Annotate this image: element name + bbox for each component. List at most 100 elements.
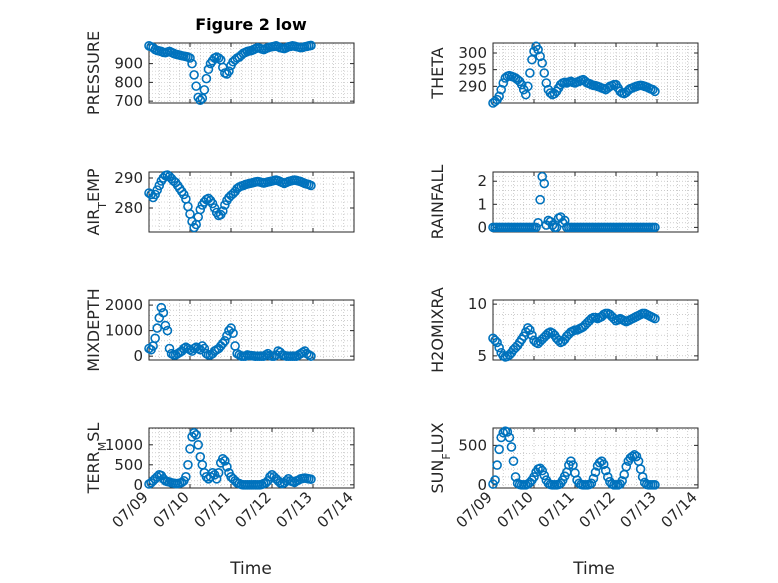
data-point	[306, 180, 316, 191]
data-point	[230, 341, 240, 351]
data-point	[306, 351, 316, 361]
data-point	[306, 40, 316, 51]
data-point	[492, 337, 502, 348]
data-point	[523, 323, 533, 333]
data-point	[160, 320, 171, 331]
data-point	[224, 66, 234, 76]
y-axis-label: MIXDEPTH	[84, 288, 103, 371]
data-point	[621, 461, 632, 472]
data-point	[150, 189, 160, 200]
figure-title: Figure 2 low	[195, 15, 307, 34]
data-point	[650, 480, 660, 490]
y-tick-label: 800	[114, 73, 143, 91]
data-point	[218, 206, 228, 216]
x-tick-label: 07/09	[109, 488, 152, 531]
data-point	[183, 459, 193, 470]
data-point	[541, 78, 552, 88]
data-point	[213, 53, 224, 63]
data-point	[209, 203, 220, 213]
x-tick-label: 07/11	[535, 488, 578, 531]
data-point	[539, 178, 550, 189]
panel-rainfall: 0 1 2 RAINFALL	[428, 165, 699, 240]
data-point	[510, 472, 521, 482]
y-tick-label: 2	[477, 172, 487, 190]
y-axis-label: SUNFLUX	[428, 422, 453, 493]
data-point	[213, 467, 224, 478]
y-tick-label: 500	[114, 456, 143, 474]
data-point	[533, 44, 543, 55]
y-tick-label: 0	[133, 476, 143, 494]
data-point	[650, 222, 660, 233]
data-point	[650, 86, 660, 97]
data-point	[535, 51, 545, 62]
data-point	[158, 307, 169, 318]
data-point	[195, 95, 206, 105]
data-point	[207, 198, 218, 209]
data-point	[189, 427, 199, 438]
data-point	[154, 180, 165, 191]
axes-frame	[492, 427, 699, 489]
data-point	[197, 93, 208, 104]
data-point	[220, 455, 230, 466]
x-tick-label: 07/14	[314, 488, 357, 531]
y-axis-label: THETA	[428, 47, 447, 99]
y-tick-label: 500	[458, 436, 487, 454]
x-tick-label: 07/14	[658, 488, 701, 531]
x-tick-label: 07/11	[191, 488, 234, 531]
y-tick-label: 290	[114, 169, 143, 187]
data-point	[506, 442, 517, 452]
x-tick-label: 07/12	[232, 488, 275, 531]
y-tick-label: 295	[458, 61, 487, 79]
panel-terr-msl: 0 500 1000TERRMSL07/0907/1007/1107/1207/13…	[84, 423, 357, 532]
data-point	[494, 91, 504, 102]
data-point	[490, 475, 500, 485]
y-tick-label: 0	[477, 218, 487, 236]
data-point	[494, 444, 504, 455]
data-point	[265, 471, 275, 482]
data-point	[527, 330, 537, 340]
data-point	[222, 461, 232, 472]
data-point	[525, 68, 535, 78]
data-point	[590, 467, 601, 478]
data-point	[197, 459, 208, 470]
y-tick-label: 1000	[105, 436, 143, 454]
y-tick-label: 1000	[105, 322, 143, 340]
data-point	[492, 460, 502, 470]
data-point	[218, 338, 228, 349]
data-point	[535, 194, 545, 205]
data-point	[199, 85, 210, 95]
data-point	[220, 200, 230, 210]
y-axis-label: RAINFALL	[428, 165, 447, 240]
x-tick-label: 07/12	[576, 488, 619, 531]
data-point	[152, 323, 162, 333]
axes-frame	[148, 42, 355, 104]
panel-h2omixra: 5 10 H2OMIXRA	[428, 287, 699, 373]
data-point	[588, 473, 599, 484]
data-point	[490, 335, 500, 346]
y-tick-label: 5	[477, 347, 487, 365]
data-point	[156, 302, 167, 313]
data-point	[152, 185, 162, 195]
data-point	[185, 443, 195, 454]
data-point	[539, 470, 550, 481]
data-point	[535, 463, 545, 474]
data-point	[537, 58, 548, 68]
axes-frame	[492, 299, 699, 361]
y-tick-label: 0	[133, 347, 143, 365]
y-tick-label: 10	[468, 295, 487, 313]
data-point	[203, 64, 214, 75]
data-point	[508, 456, 519, 466]
data-point	[627, 451, 638, 462]
data-point	[496, 84, 507, 95]
data-point	[181, 471, 191, 482]
data-point	[504, 432, 515, 443]
data-point	[551, 222, 562, 233]
data-point	[306, 474, 316, 485]
data-point	[553, 335, 564, 346]
x-tick-label: 07/13	[617, 488, 660, 531]
data-point	[193, 439, 203, 450]
y-tick-label: 280	[114, 199, 143, 217]
